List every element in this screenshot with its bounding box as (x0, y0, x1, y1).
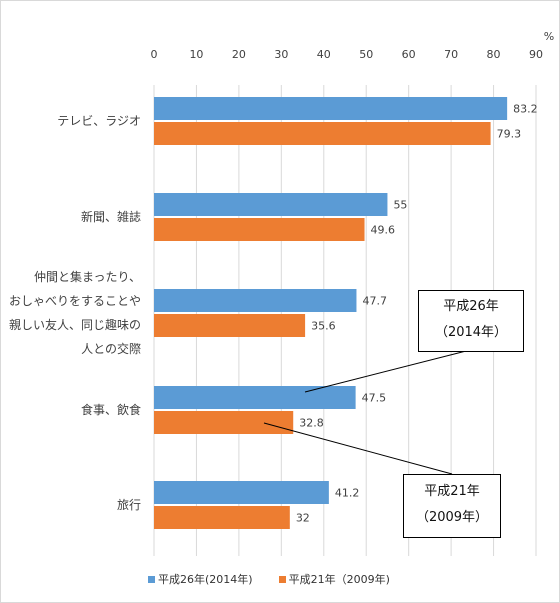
bar-2009-1 (154, 218, 365, 241)
data-label-2014-4: 41.2 (335, 487, 360, 500)
data-label-2014-3: 47.5 (362, 392, 387, 405)
data-label-2014-2: 47.7 (362, 295, 387, 308)
data-label-2009-0: 79.3 (497, 128, 522, 141)
data-label-2009-4: 32 (296, 512, 310, 525)
callout-2014-line1: 平成26年 (443, 299, 499, 314)
bar-2014-1 (154, 193, 388, 216)
legend-swatch-2009 (278, 575, 286, 583)
bar-2009-0 (154, 122, 491, 145)
data-label-2014-0: 83.2 (513, 103, 538, 116)
x-tick-label-60: 60 (402, 48, 416, 61)
callout-2009: 平成21年 （2009年） (403, 474, 501, 538)
category-label-4-0: 旅行 (117, 498, 141, 512)
callout-2014-line2: （2014年） (434, 325, 508, 340)
category-label-0-0: テレビ、ラジオ (57, 114, 141, 128)
data-label-2009-2: 35.6 (311, 320, 336, 333)
legend-item-2009: 平成21年（2009年) (278, 571, 390, 587)
legend-label-2009: 平成21年（2009年) (288, 573, 390, 586)
x-tick-label-10: 10 (189, 48, 203, 61)
x-tick-label-20: 20 (232, 48, 246, 61)
category-label-2-0: 仲間と集まったり、 (34, 269, 141, 284)
bar-2009-2 (154, 314, 306, 337)
legend: 平成26年(2014年) 平成21年（2009年) (148, 571, 390, 587)
bar-2014-4 (154, 481, 329, 504)
data-label-2009-3: 32.8 (299, 417, 324, 430)
callout-2009-line1: 平成21年 (424, 484, 480, 499)
callout-2014: 平成26年 （2014年） (418, 290, 524, 352)
callout-2014-pointer (304, 349, 471, 393)
legend-label-2014: 平成26年(2014年) (158, 573, 253, 586)
x-tick-label-80: 80 (487, 48, 501, 61)
x-tick-label-50: 50 (359, 48, 373, 61)
x-tick-label-90: 90 (529, 48, 543, 61)
x-tick-label-70: 70 (444, 48, 458, 61)
unit-label: % (544, 30, 554, 43)
bar-2014-0 (154, 97, 508, 120)
data-label-2009-1: 49.6 (371, 224, 396, 237)
callout-2009-pointer (263, 422, 453, 475)
x-tick-label-0: 0 (151, 48, 158, 61)
bar-2009-4 (154, 506, 290, 529)
callout-2009-line2: （2009年） (415, 510, 489, 525)
category-label-2-1: おしゃべりをすることや (9, 294, 141, 308)
category-label-1-0: 新聞、雑誌 (81, 209, 141, 224)
legend-swatch-2014 (148, 575, 155, 583)
category-label-2-3: 人との交際 (81, 341, 141, 356)
category-label-2-2: 親しい友人、同じ趣味の (9, 317, 141, 332)
data-label-2014-1: 55 (393, 199, 407, 212)
bar-2014-2 (154, 289, 357, 312)
bar-2009-3 (154, 411, 294, 434)
x-tick-label-30: 30 (274, 48, 288, 61)
category-label-3-0: 食事、飲食 (81, 402, 141, 417)
legend-item-2014: 平成26年(2014年) (148, 571, 253, 587)
x-tick-label-40: 40 (317, 48, 331, 61)
